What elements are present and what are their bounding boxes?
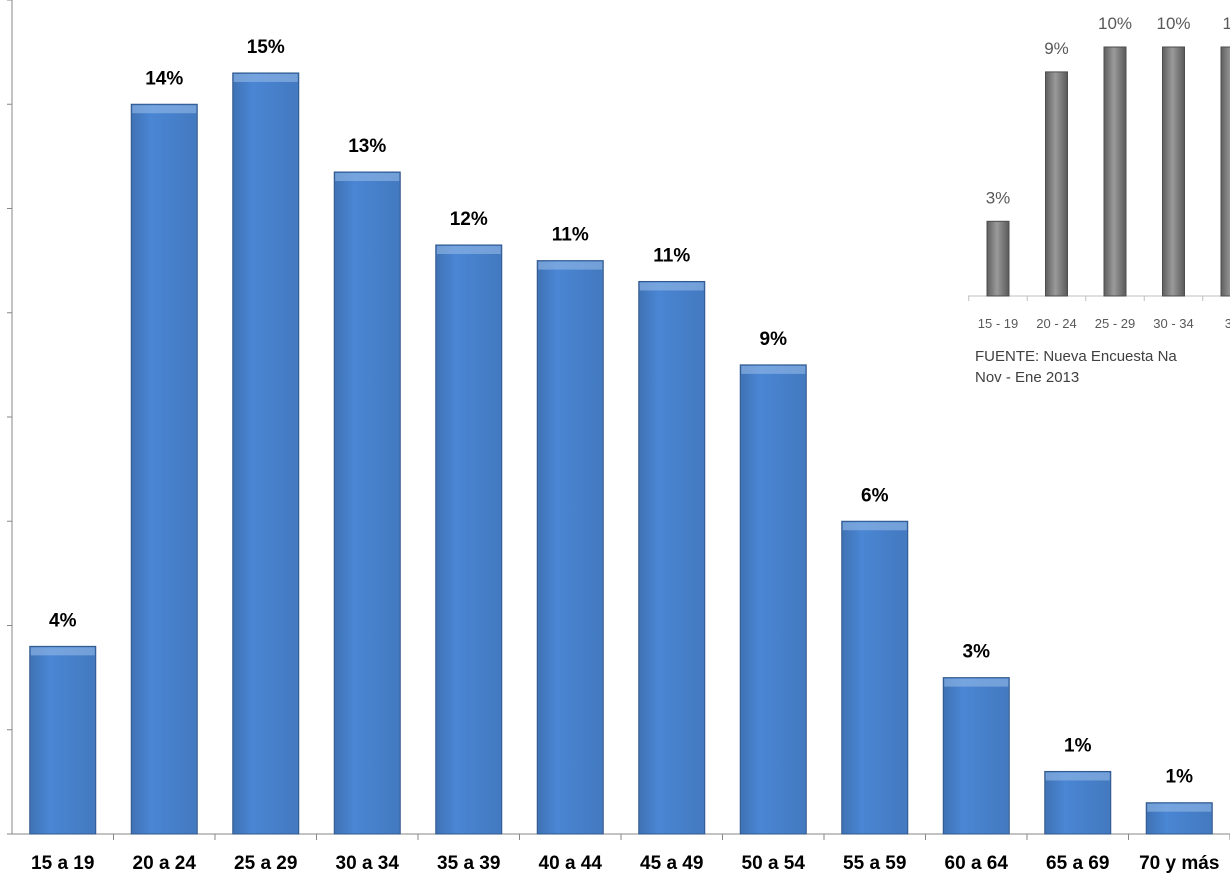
inset-bar-2 (1045, 71, 1068, 297)
bar-10 (942, 677, 1010, 835)
bar-highlight (335, 173, 400, 182)
x-tick-label: 20 a 24 (133, 853, 197, 874)
bar-highlight (1045, 772, 1110, 781)
inset-data-label: 3% (986, 188, 1011, 207)
x-tick-label: 40 a 44 (539, 853, 603, 874)
bar-2 (130, 103, 198, 835)
data-label: 1% (1064, 735, 1092, 756)
x-tick-label: 65 a 69 (1046, 853, 1109, 874)
inset-bar-5 (1220, 46, 1230, 297)
x-tick-label: 70 y más (1139, 853, 1219, 874)
bar-11 (1044, 770, 1112, 835)
x-tick-label: 30 a 34 (336, 853, 400, 874)
inset-x-tick-label: 30 - 34 (1153, 316, 1193, 331)
bar-5 (435, 244, 503, 835)
x-tick-label: 60 a 64 (945, 853, 1009, 874)
inset-bar-1 (986, 220, 1010, 297)
bar-highlight (132, 105, 197, 114)
data-label: 13% (348, 136, 386, 157)
x-tick-label: 45 a 49 (640, 853, 703, 874)
data-label: 11% (653, 245, 690, 266)
bar-highlight (944, 678, 1009, 687)
bar-highlight (639, 282, 704, 291)
bar-9 (841, 520, 909, 835)
inset-bar-chart: 3% 15 - 19 9% 20 - 24 10% 25 - 29 10% 30 - 34 10… (962, 0, 1230, 390)
data-label: 3% (963, 642, 991, 663)
bar-3 (232, 72, 300, 835)
x-tick-label: 15 a 19 (31, 853, 94, 874)
bar-highlight (842, 522, 907, 531)
data-label: 4% (49, 610, 77, 631)
data-label: 15% (247, 37, 285, 58)
data-label: 11% (552, 225, 589, 246)
data-label: 1% (1166, 767, 1194, 788)
data-label: 12% (450, 209, 488, 230)
bar-4 (333, 171, 401, 835)
inset-background (962, 0, 1230, 390)
data-label: 6% (861, 485, 889, 506)
inset-x-tick-label: 35 (1225, 316, 1230, 331)
inset-source-line-1: FUENTE: Nueva Encuesta Na (975, 348, 1177, 365)
bar-1 (29, 645, 97, 835)
inset-data-label: 10% (1156, 14, 1190, 33)
x-tick-label: 55 a 59 (843, 853, 906, 874)
inset-x-tick-label: 20 - 24 (1036, 316, 1076, 331)
bar-highlight (538, 261, 603, 270)
inset-data-label: 10% (1098, 14, 1132, 33)
inset-data-label: 9% (1044, 39, 1069, 58)
bar-highlight (741, 365, 806, 374)
x-tick-label: 35 a 39 (437, 853, 500, 874)
bar-6 (536, 260, 604, 835)
data-label: 14% (145, 68, 183, 89)
inset-x-tick-label: 25 - 29 (1095, 316, 1135, 331)
x-tick-label: 50 a 54 (742, 853, 806, 874)
main-bar-chart: 4% 15 a 19 14% 20 a 24 15% 25 a 29 13% 30 a 34 1… (7, 0, 1230, 874)
inset-data-label: 10 (1223, 14, 1230, 33)
bar-highlight (1147, 803, 1212, 812)
inset-source-note: FUENTE: Nueva Encuesta Na Nov - Ene 2013 (975, 346, 1230, 388)
bar-highlight (30, 647, 95, 656)
bar-highlight (233, 73, 298, 82)
inset-x-tick-label: 15 - 19 (978, 316, 1018, 331)
bar-highlight (436, 245, 501, 254)
bar-8 (739, 364, 807, 835)
inset-bar-4 (1162, 46, 1185, 297)
x-tick-label: 25 a 29 (234, 853, 297, 874)
bar-7 (638, 280, 706, 835)
data-label: 9% (760, 329, 788, 350)
inset-source-line-2: Nov - Ene 2013 (975, 369, 1080, 386)
inset-bar-3 (1103, 46, 1127, 297)
